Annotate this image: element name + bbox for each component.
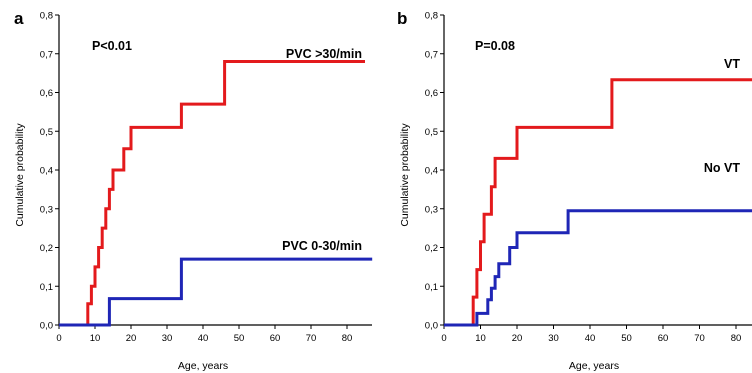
panel-letter: a <box>14 9 24 28</box>
x-axis-title: Age, years <box>178 360 228 372</box>
p-value: P=0.08 <box>475 39 515 53</box>
p-value: P<0.01 <box>92 39 132 53</box>
y-tick-label: 0,7 <box>40 49 53 60</box>
x-tick-label: 70 <box>306 333 317 344</box>
x-tick-label: 30 <box>548 333 559 344</box>
y-tick-label: 0,3 <box>425 204 438 215</box>
y-tick-label: 0,8 <box>40 11 53 22</box>
series-line-1 <box>444 209 752 327</box>
x-tick-label: 50 <box>621 333 632 344</box>
y-tick-label: 0,8 <box>425 11 438 22</box>
x-tick-label: 60 <box>658 333 669 344</box>
x-tick-label: 80 <box>342 333 353 344</box>
y-tick-label: 0,2 <box>40 243 53 254</box>
y-axis-title: Cumulative probability <box>399 123 411 227</box>
axes: 0,0 0,1 0,2 0,3 0,4 0,5 0,6 0,7 0,8 0 10 20 30 40 50 60… <box>40 11 372 344</box>
y-tick-label: 0,1 <box>425 282 438 293</box>
series-layer <box>444 78 752 327</box>
series-label-pvc-low: PVC 0-30/min <box>282 239 362 253</box>
y-tick-label: 0,5 <box>425 127 438 138</box>
x-tick-label: 50 <box>234 333 245 344</box>
y-tick-label: 0,3 <box>40 204 53 215</box>
y-tick-label: 0,1 <box>40 282 53 293</box>
x-tick-label: 20 <box>126 333 137 344</box>
x-tick-label: 10 <box>90 333 101 344</box>
axes: 0,0 0,1 0,2 0,3 0,4 0,5 0,6 0,7 0,8 0 10 20 30 40 50 60… <box>425 11 752 344</box>
series-line-0 <box>59 60 365 327</box>
y-tick-label: 0,0 <box>425 321 438 332</box>
series-label-vt: VT <box>724 57 740 71</box>
x-tick-label: 80 <box>731 333 742 344</box>
x-tick-label: 40 <box>198 333 209 344</box>
y-tick-label: 0,4 <box>40 166 53 177</box>
x-tick-label: 30 <box>162 333 173 344</box>
x-tick-label: 70 <box>694 333 705 344</box>
y-tick-label: 0,6 <box>425 88 438 99</box>
x-tick-label: 10 <box>475 333 486 344</box>
x-tick-label: 0 <box>56 333 61 344</box>
panel-b: b P=0.08 Cumulative probability Age, yea… <box>397 9 752 372</box>
y-tick-label: 0,4 <box>425 166 438 177</box>
x-tick-label: 40 <box>585 333 596 344</box>
y-tick-label: 0,7 <box>425 49 438 60</box>
series-line-1 <box>59 257 373 327</box>
series-label-no-vt: No VT <box>704 161 740 175</box>
y-axis-title: Cumulative probability <box>14 123 26 227</box>
panel-letter: b <box>397 9 407 28</box>
y-tick-label: 0,0 <box>40 321 53 332</box>
y-tick-label: 0,6 <box>40 88 53 99</box>
panel-a: a P<0.01 Cumulative probability Age, yea… <box>14 9 373 372</box>
series-layer <box>59 60 373 327</box>
series-label-pvc-high: PVC >30/min <box>286 47 362 61</box>
x-axis-title: Age, years <box>569 360 619 372</box>
x-tick-label: 0 <box>441 333 446 344</box>
x-tick-label: 20 <box>512 333 523 344</box>
x-tick-label: 60 <box>270 333 281 344</box>
series-line-0 <box>444 78 752 327</box>
y-tick-label: 0,2 <box>425 243 438 254</box>
y-tick-label: 0,5 <box>40 127 53 138</box>
